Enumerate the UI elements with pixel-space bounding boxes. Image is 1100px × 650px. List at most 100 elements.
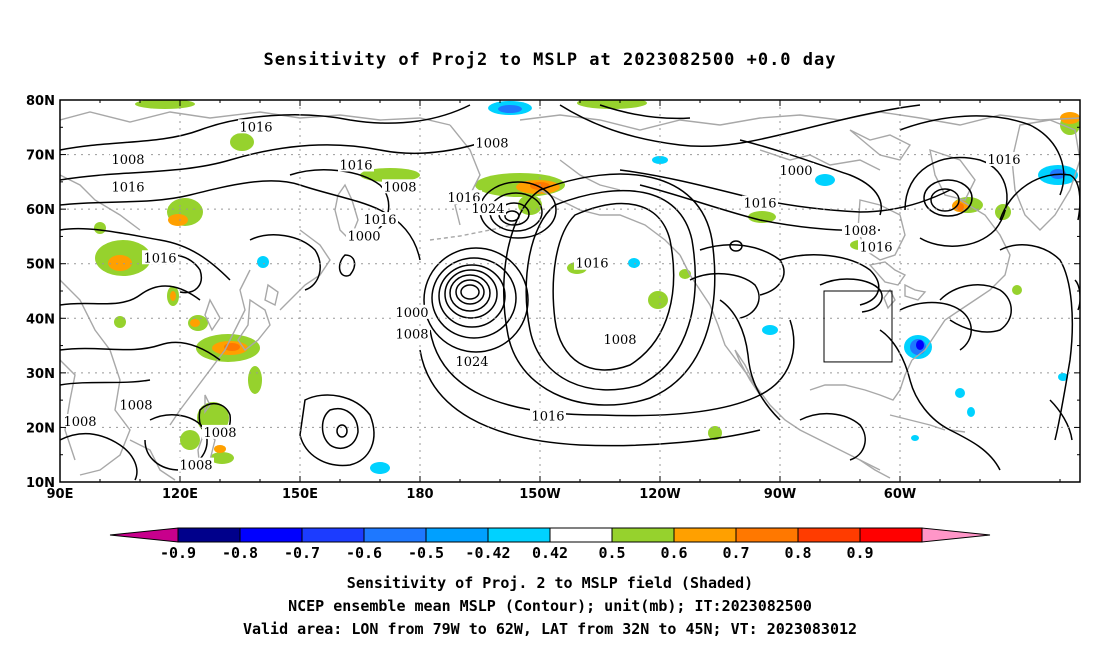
caption-line-2: NCEP ensemble mean MSLP (Contour); unit(… (288, 597, 812, 615)
shade-positive-strong (170, 291, 176, 301)
shade-negative-strong (498, 105, 522, 113)
mslp-contours (60, 104, 1080, 481)
contour-label-bg (382, 179, 418, 194)
contour-label: 1016 (363, 213, 396, 228)
contour-label: 1008 (63, 415, 96, 430)
contour-label: 1008 (395, 328, 428, 343)
shade-positive (180, 430, 200, 450)
contour-label: 1016 (743, 197, 776, 212)
lon-label: 150E (282, 487, 318, 502)
lat-label: 50N (26, 258, 55, 273)
contour-label: 1000 (779, 164, 812, 179)
contour-label: 1000 (347, 229, 380, 244)
shade-positive (114, 316, 126, 328)
shade-negative (257, 256, 269, 268)
contour-label: 1008 (843, 224, 876, 239)
shade-negative (955, 388, 965, 398)
coastlines (60, 111, 1080, 481)
colorbar-label: 0.9 (846, 544, 873, 562)
colorbar-low-arrow (109, 527, 179, 543)
colorbar-label: 0.7 (722, 544, 749, 562)
shade-positive (648, 291, 668, 309)
shade-positive (248, 366, 262, 394)
shade-positive (230, 133, 254, 151)
shade-negative (815, 174, 835, 186)
colorbar-swatch (611, 527, 675, 543)
colorbar-label: -0.6 (346, 544, 382, 562)
shade-positive (360, 168, 420, 182)
chart-title: Sensitivity of Proj2 to MSLP at 20230825… (263, 50, 837, 70)
contour-label: 1008 (383, 180, 416, 195)
contour-label-bg (530, 408, 566, 423)
contour-label-bg (142, 250, 178, 265)
contour-label: 1016 (531, 410, 564, 425)
contour-label: 1016 (339, 158, 372, 173)
colorbar-swatch (239, 527, 303, 543)
contour-label-bg (394, 304, 430, 319)
contour-label: 1024 (455, 355, 488, 370)
lon-label: 150W (519, 487, 560, 502)
lon-label: 90E (47, 487, 74, 502)
colorbar-high-arrow (921, 527, 991, 543)
colorbar-swatch (673, 527, 737, 543)
shade-positive (708, 426, 722, 440)
contour-label: 1008 (111, 153, 144, 168)
lon-label: 180 (406, 487, 433, 502)
contour-label-bg (742, 195, 778, 210)
contour-label-bg (118, 397, 154, 412)
contour-label-bg (362, 212, 398, 227)
colorbar-swatch (859, 527, 923, 543)
lat-label: 30N (26, 367, 55, 382)
contour-label-bg (394, 326, 430, 341)
contour-label-bg (470, 201, 506, 216)
contour-label-bg (110, 179, 146, 194)
colorbar-label: -0.42 (465, 544, 510, 562)
contour-label-bg (602, 332, 638, 347)
contour-label-bg (474, 135, 510, 150)
colorbar-label: -0.9 (160, 544, 196, 562)
colorbar-label: 0.42 (532, 544, 568, 562)
shade-negative (370, 462, 390, 474)
colorbar-label: 0.5 (598, 544, 625, 562)
shade-negative (967, 407, 975, 417)
colorbar: -0.9 -0.8 -0.7 -0.6 -0.5 -0.42 0.42 0.5 0.6 0.7 0.… (109, 527, 991, 562)
lat-label: 40N (26, 312, 55, 327)
lon-label: 60W (884, 487, 916, 502)
contour-label-bg (986, 152, 1022, 167)
caption-line-3: Valid area: LON from 79W to 62W, LAT fro… (242, 620, 858, 638)
contour-label: 1016 (575, 257, 608, 272)
lon-label: 120W (639, 487, 680, 502)
shade-negative (652, 156, 668, 164)
shade-positive-strong (108, 255, 132, 271)
lat-label: 10N (26, 476, 55, 491)
contour-label: 1016 (239, 120, 272, 135)
valid-area-box (823, 290, 893, 363)
contour-label: 1008 (203, 426, 236, 441)
colorbar-swatch (301, 527, 365, 543)
contour-label-bg (238, 119, 274, 134)
colorbar-swatch (363, 527, 427, 543)
contour-label: 1024 (471, 202, 504, 217)
colorbar-swatch (487, 527, 551, 543)
shade-negative (628, 258, 640, 268)
contour-label: 1016 (111, 180, 144, 195)
shade-positive (748, 211, 776, 223)
lat-label: 70N (26, 149, 55, 164)
contour-label: 1008 (179, 459, 212, 474)
colorbar-swatch (735, 527, 799, 543)
lat-label: 80N (26, 94, 55, 109)
shade-positive (577, 100, 647, 109)
shade-positive (210, 452, 234, 464)
lon-label: 90W (764, 487, 796, 502)
axis-ticks (59, 99, 1080, 483)
lon-label: 120E (162, 487, 198, 502)
lat-label: 60N (26, 203, 55, 218)
shade-positive-strong (190, 319, 200, 327)
contour-label: 1016 (143, 251, 176, 266)
contour-label: 1008 (119, 399, 152, 414)
contour-labels: 1016100810161016100810161024101610001016… (62, 119, 1022, 474)
colorbar-label: -0.7 (284, 544, 320, 562)
lat-label: 20N (26, 421, 55, 436)
